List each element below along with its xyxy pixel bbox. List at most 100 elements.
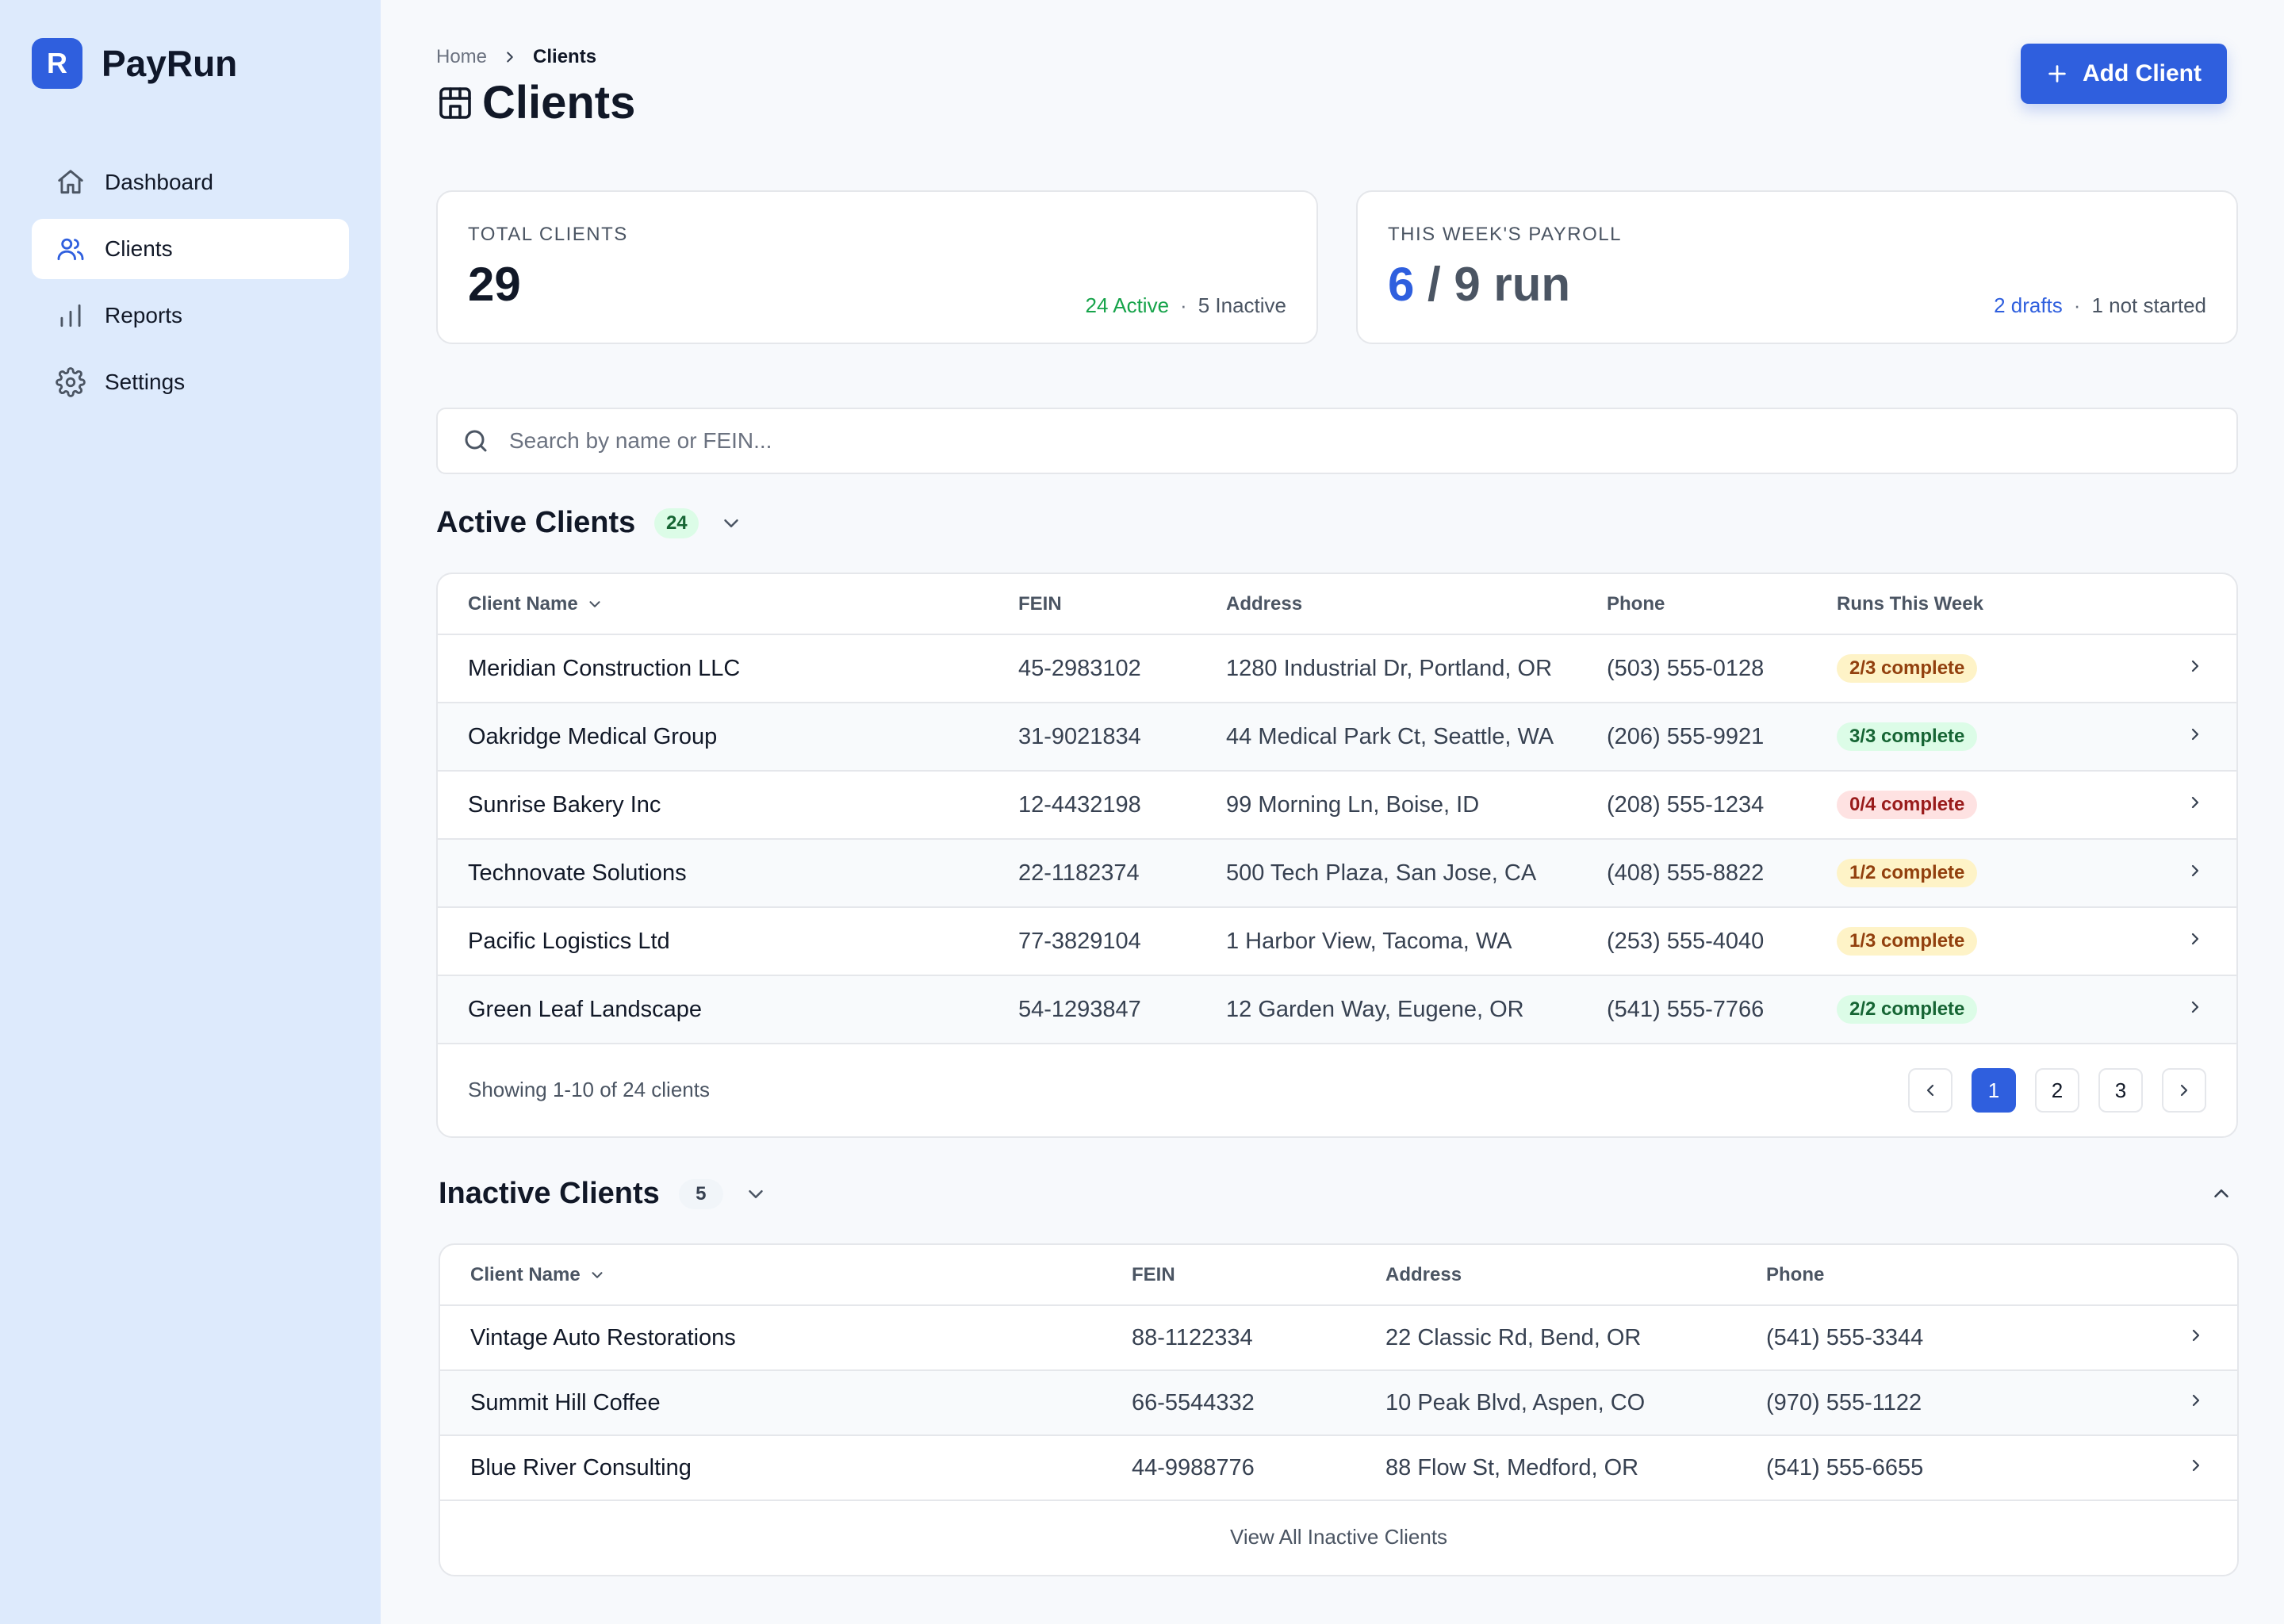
client-phone: (541) 555-6655 [1766,1435,2147,1501]
row-open-button[interactable] [2147,1370,2237,1436]
sidebar-item-settings[interactable]: Settings [32,352,349,412]
sidebar-item-dashboard[interactable]: Dashboard [32,152,349,213]
column-header-client-name[interactable]: Client Name [440,1245,1132,1306]
runs-status-badge: 2/2 complete [1837,995,1978,1024]
client-name[interactable]: Vintage Auto Restorations [440,1305,1132,1371]
collapse-chevron-up-icon[interactable] [2209,1182,2233,1205]
column-header-phone: Phone [1766,1245,2147,1306]
table-header-row: Client Name FEIN Address Phone Runs This… [438,574,2236,635]
payroll-done: 6 [1388,258,1415,311]
chevron-right-icon [2191,933,2199,944]
add-client-button[interactable]: Add Client [2021,44,2227,104]
row-open-button[interactable] [2146,839,2236,908]
total-clients-breakdown: 24 Active · 5 Inactive [1086,293,1286,318]
add-client-label: Add Client [2083,60,2202,86]
runs-cell: 0/4 complete [1837,771,2146,840]
runs-cell: 3/3 complete [1837,703,2146,772]
runs-status-badge: 1/2 complete [1837,859,1978,887]
client-name[interactable]: Meridian Construction LLC [438,634,1018,703]
chevron-down-icon[interactable] [744,1182,768,1206]
chevron-right-icon [2180,1084,2188,1097]
row-open-button[interactable] [2147,1305,2237,1371]
table-row[interactable]: Green Leaf Landscape 54-1293847 12 Garden … [438,975,2236,1044]
client-fein: 45-2983102 [1018,634,1226,703]
client-phone: (206) 555-9921 [1607,703,1837,772]
runs-cell: 1/3 complete [1837,907,2146,976]
client-phone: (503) 555-0128 [1607,634,1837,703]
client-phone: (408) 555-8822 [1607,839,1837,908]
table-row[interactable]: Technovate Solutions 22-1182374 500 Tech P… [438,839,2236,908]
row-open-button[interactable] [2146,771,2236,840]
column-header-actions [2146,574,2236,635]
client-address: 44 Medical Park Ct, Seattle, WA [1226,703,1607,772]
client-name[interactable]: Technovate Solutions [438,839,1018,908]
table-row[interactable]: Summit Hill Coffee 66-5544332 10 Peak Blvd… [440,1370,2237,1436]
client-phone: (253) 555-4040 [1607,907,1837,976]
app-logo: R [32,38,82,89]
row-open-button[interactable] [2146,634,2236,703]
table-row[interactable]: Meridian Construction LLC 45-2983102 1280 … [438,634,2236,703]
column-header-actions [2147,1245,2237,1306]
total-clients-label: TOTAL CLIENTS [468,224,628,245]
payroll-label: THIS WEEK'S PAYROLL [1388,224,1622,245]
row-open-button[interactable] [2147,1435,2237,1501]
client-phone: (541) 555-3344 [1766,1305,2147,1371]
search-icon [465,430,487,452]
client-name[interactable]: Green Leaf Landscape [438,975,1018,1044]
row-open-button[interactable] [2146,703,2236,772]
row-open-button[interactable] [2146,975,2236,1044]
search-input[interactable] [509,428,2016,454]
table-row[interactable]: Pacific Logistics Ltd 77-3829104 1 Harbor … [438,907,2236,976]
active-count: 24 Active [1085,293,1170,317]
client-address: 1 Harbor View, Tacoma, WA [1226,907,1607,976]
active-count-badge: 24 [654,508,699,538]
active-clients-title: Active Clients [436,506,636,539]
search-bar[interactable] [436,408,2238,474]
sidebar-item-reports[interactable]: Reports [32,285,349,346]
client-address: 12 Garden Way, Eugene, OR [1226,975,1607,1044]
next-page-button[interactable] [2162,1068,2206,1113]
chevron-right-icon [2192,1459,2200,1471]
table-row[interactable]: Sunrise Bakery Inc 12-4432198 99 Morning L… [438,771,2236,840]
column-header-client-name[interactable]: Client Name [438,574,1018,635]
chevron-down-icon[interactable] [719,511,743,535]
sidebar-item-clients[interactable]: Clients [32,219,349,279]
breadcrumb-current: Clients [533,46,597,67]
table-row[interactable]: Blue River Consulting 44-9988776 88 Flow S… [440,1435,2237,1501]
client-name[interactable]: Oakridge Medical Group [438,703,1018,772]
runs-cell: 2/3 complete [1837,634,2146,703]
page-button-3[interactable]: 3 [2098,1068,2143,1113]
active-clients-table-card: Client Name FEIN Address Phone Runs This… [436,573,2238,1138]
page-button-1[interactable]: 1 [1972,1068,2016,1113]
chevron-right-icon [2192,1394,2200,1406]
column-header-fein: FEIN [1018,574,1226,635]
drafts-count[interactable]: 2 drafts [1994,293,2063,317]
row-open-button[interactable] [2146,907,2236,976]
client-name[interactable]: Pacific Logistics Ltd [438,907,1018,976]
breadcrumb: Home Clients [436,46,596,68]
chevron-right-icon [2191,1001,2199,1013]
table-row[interactable]: Oakridge Medical Group 31-9021834 44 Medic… [438,703,2236,772]
brand[interactable]: R PayRun [32,38,237,89]
chevron-right-icon [2191,728,2199,740]
breadcrumb-home[interactable]: Home [436,46,488,67]
page-button-2[interactable]: 2 [2035,1068,2079,1113]
client-fein: 44-9988776 [1132,1435,1385,1501]
table-row[interactable]: Vintage Auto Restorations 88-1122334 22 Cl… [440,1305,2237,1371]
total-clients-card: TOTAL CLIENTS 29 24 Active · 5 Inactive [436,190,1318,344]
inactive-clients-header: Inactive Clients 5 [439,1177,768,1211]
client-address: 99 Morning Ln, Boise, ID [1226,771,1607,840]
runs-status-badge: 0/4 complete [1837,791,1978,819]
prev-page-button[interactable] [1908,1068,1953,1113]
client-name[interactable]: Summit Hill Coffee [440,1370,1132,1436]
client-name[interactable]: Sunrise Bakery Inc [438,771,1018,840]
showing-count: Showing 1-10 of 24 clients [468,1078,710,1101]
client-address: 22 Classic Rd, Bend, OR [1385,1305,1766,1371]
client-fein: 88-1122334 [1132,1305,1385,1371]
table-header-row: Client Name FEIN Address Phone [440,1245,2237,1306]
runs-status-badge: 3/3 complete [1837,722,1978,751]
chevron-right-icon [2192,1329,2200,1341]
chevron-down-icon [589,600,600,607]
view-all-inactive-link[interactable]: View All Inactive Clients [1229,1524,1448,1549]
client-name[interactable]: Blue River Consulting [440,1435,1132,1501]
